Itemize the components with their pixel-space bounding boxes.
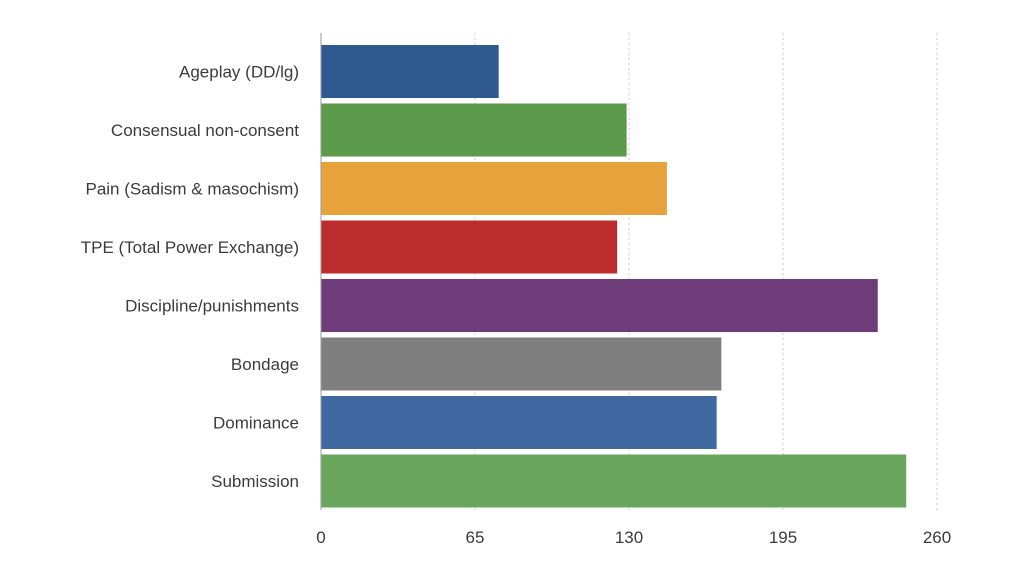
- category-labels: Ageplay (DD/lg) Consensual non-consent Pai…: [81, 63, 300, 492]
- category-label: Dominance: [213, 414, 299, 433]
- bars: [321, 45, 907, 508]
- category-label: Bondage: [231, 355, 299, 374]
- category-label: Discipline/punishments: [125, 297, 299, 316]
- category-label: Consensual non-consent: [111, 121, 299, 140]
- bar: [321, 279, 878, 332]
- bar: [321, 45, 499, 98]
- x-tick-label: 130: [615, 528, 643, 547]
- category-label: TPE (Total Power Exchange): [81, 238, 299, 257]
- bar: [321, 103, 627, 157]
- category-label: Submission: [211, 472, 299, 491]
- bar: [321, 337, 722, 391]
- category-label: Ageplay (DD/lg): [179, 63, 299, 82]
- bar: [321, 162, 667, 215]
- x-tick-label: 0: [316, 528, 325, 547]
- x-tick-label: 65: [466, 528, 485, 547]
- x-tick-label: 260: [923, 528, 951, 547]
- bar: [321, 220, 618, 274]
- bar: [321, 396, 717, 449]
- x-tick-labels: 0 65 130 195 260: [316, 528, 951, 547]
- bar: [321, 454, 907, 508]
- category-label: Pain (Sadism & masochism): [85, 180, 299, 199]
- x-tick-label: 195: [769, 528, 797, 547]
